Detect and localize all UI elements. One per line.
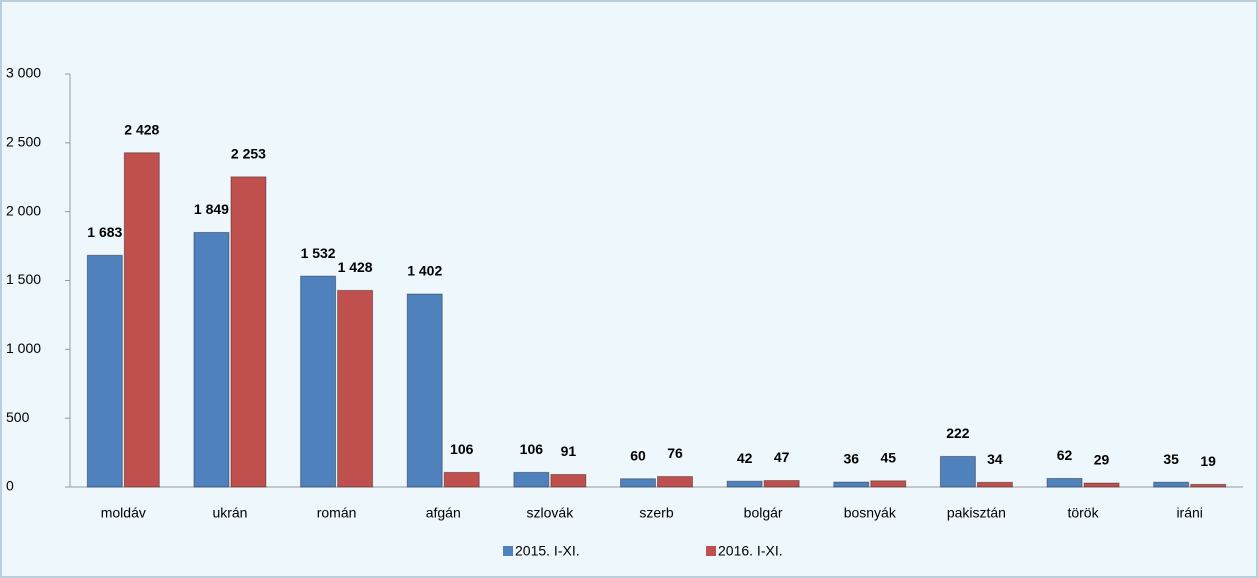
y-tick-label: 1 500	[6, 271, 41, 287]
bar	[300, 275, 337, 488]
value-label: 42	[737, 450, 753, 466]
value-label: 91	[561, 443, 577, 459]
value-label: 2 253	[231, 146, 266, 162]
value-label: 45	[880, 450, 896, 466]
y-tick-label: 500	[6, 409, 30, 425]
value-label: 60	[630, 447, 646, 463]
bar	[870, 480, 907, 488]
y-tick-label: 2 000	[6, 202, 41, 218]
value-label: 62	[1057, 447, 1073, 463]
bar	[513, 471, 550, 488]
bar	[550, 473, 587, 488]
legend-label: 2016. I-XI.	[718, 543, 783, 559]
bar	[657, 476, 693, 488]
value-label: 1 402	[407, 263, 442, 279]
bar	[833, 481, 870, 488]
value-label: 1 683	[87, 224, 122, 240]
bar	[726, 480, 763, 488]
value-label: 1 849	[194, 201, 229, 217]
x-tick-label: szlovák	[527, 505, 575, 521]
x-tick-label: afgán	[426, 505, 461, 521]
value-label: 36	[843, 451, 859, 467]
y-tick-label: 0	[6, 478, 14, 494]
bar	[193, 231, 230, 488]
x-tick-label: moldáv	[101, 505, 146, 521]
bar	[123, 152, 160, 488]
value-label: 2 428	[124, 121, 159, 137]
bar	[1083, 482, 1120, 488]
bar	[443, 471, 480, 488]
value-label: 106	[450, 441, 474, 457]
bar	[230, 176, 267, 488]
bar	[1153, 481, 1190, 488]
x-tick-label: iráni	[1176, 505, 1202, 521]
bar	[406, 293, 443, 488]
x-tick-label: pakisztán	[947, 505, 1006, 521]
x-tick-label: román	[317, 505, 357, 521]
legend-swatch	[503, 546, 513, 556]
legend-swatch	[706, 546, 716, 556]
y-tick-label: 2 500	[6, 134, 41, 150]
bar	[939, 455, 976, 488]
bar	[620, 478, 656, 488]
value-label: 47	[774, 449, 790, 465]
x-tick-label: bosnyák	[844, 505, 897, 521]
bar	[86, 254, 123, 488]
value-label: 222	[946, 425, 970, 441]
y-tick-label: 3 000	[6, 65, 41, 81]
x-tick-label: ukrán	[212, 505, 247, 521]
legend-label: 2015. I-XI.	[515, 543, 580, 559]
value-label: 106	[520, 441, 544, 457]
value-label: 35	[1163, 451, 1179, 467]
bar	[337, 289, 374, 488]
x-tick-label: szerb	[639, 505, 673, 521]
y-tick-label: 1 000	[6, 340, 41, 356]
value-label: 76	[667, 445, 683, 461]
value-label: 1 532	[301, 245, 336, 261]
value-label: 1 428	[338, 259, 373, 275]
bar	[976, 481, 1013, 488]
bar	[763, 480, 800, 488]
x-tick-label: bolgár	[744, 505, 783, 521]
bar	[1046, 477, 1083, 488]
value-label: 34	[987, 451, 1003, 467]
value-label: 29	[1094, 452, 1110, 468]
value-label: 19	[1200, 453, 1216, 469]
bar	[1190, 483, 1227, 488]
x-tick-label: török	[1067, 505, 1099, 521]
